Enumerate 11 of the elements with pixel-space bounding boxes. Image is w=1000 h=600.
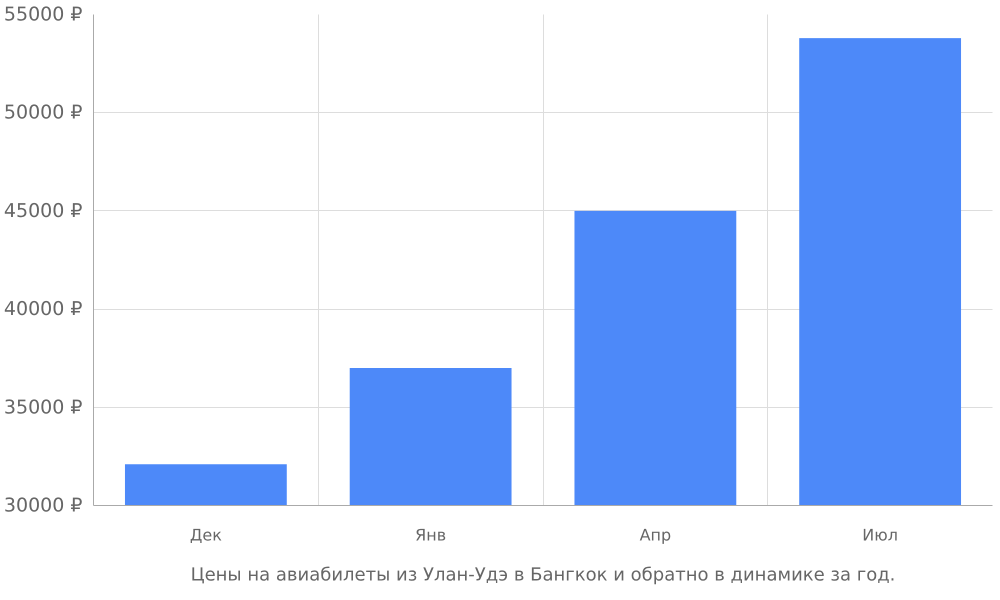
x-tick-label: Апр [640, 526, 672, 544]
text: Цены на авиабилеты из Улан-Удэ в Бангкок и обратно в динамике за год. [190, 564, 896, 586]
y-tick-label: 30000 ₽ [4, 494, 83, 516]
x-tick-label: Янв [415, 526, 446, 544]
y-tick-label: 35000 ₽ [4, 396, 83, 418]
y-tick-label: 50000 ₽ [4, 102, 83, 124]
x-tick-label: Дек [190, 526, 222, 544]
y-tick-label: 40000 ₽ [4, 298, 83, 320]
y-tick-label: 55000 ₽ [4, 4, 83, 26]
x-tick-label: Июл [862, 526, 898, 544]
y-tick-label: 45000 ₽ [4, 200, 83, 222]
